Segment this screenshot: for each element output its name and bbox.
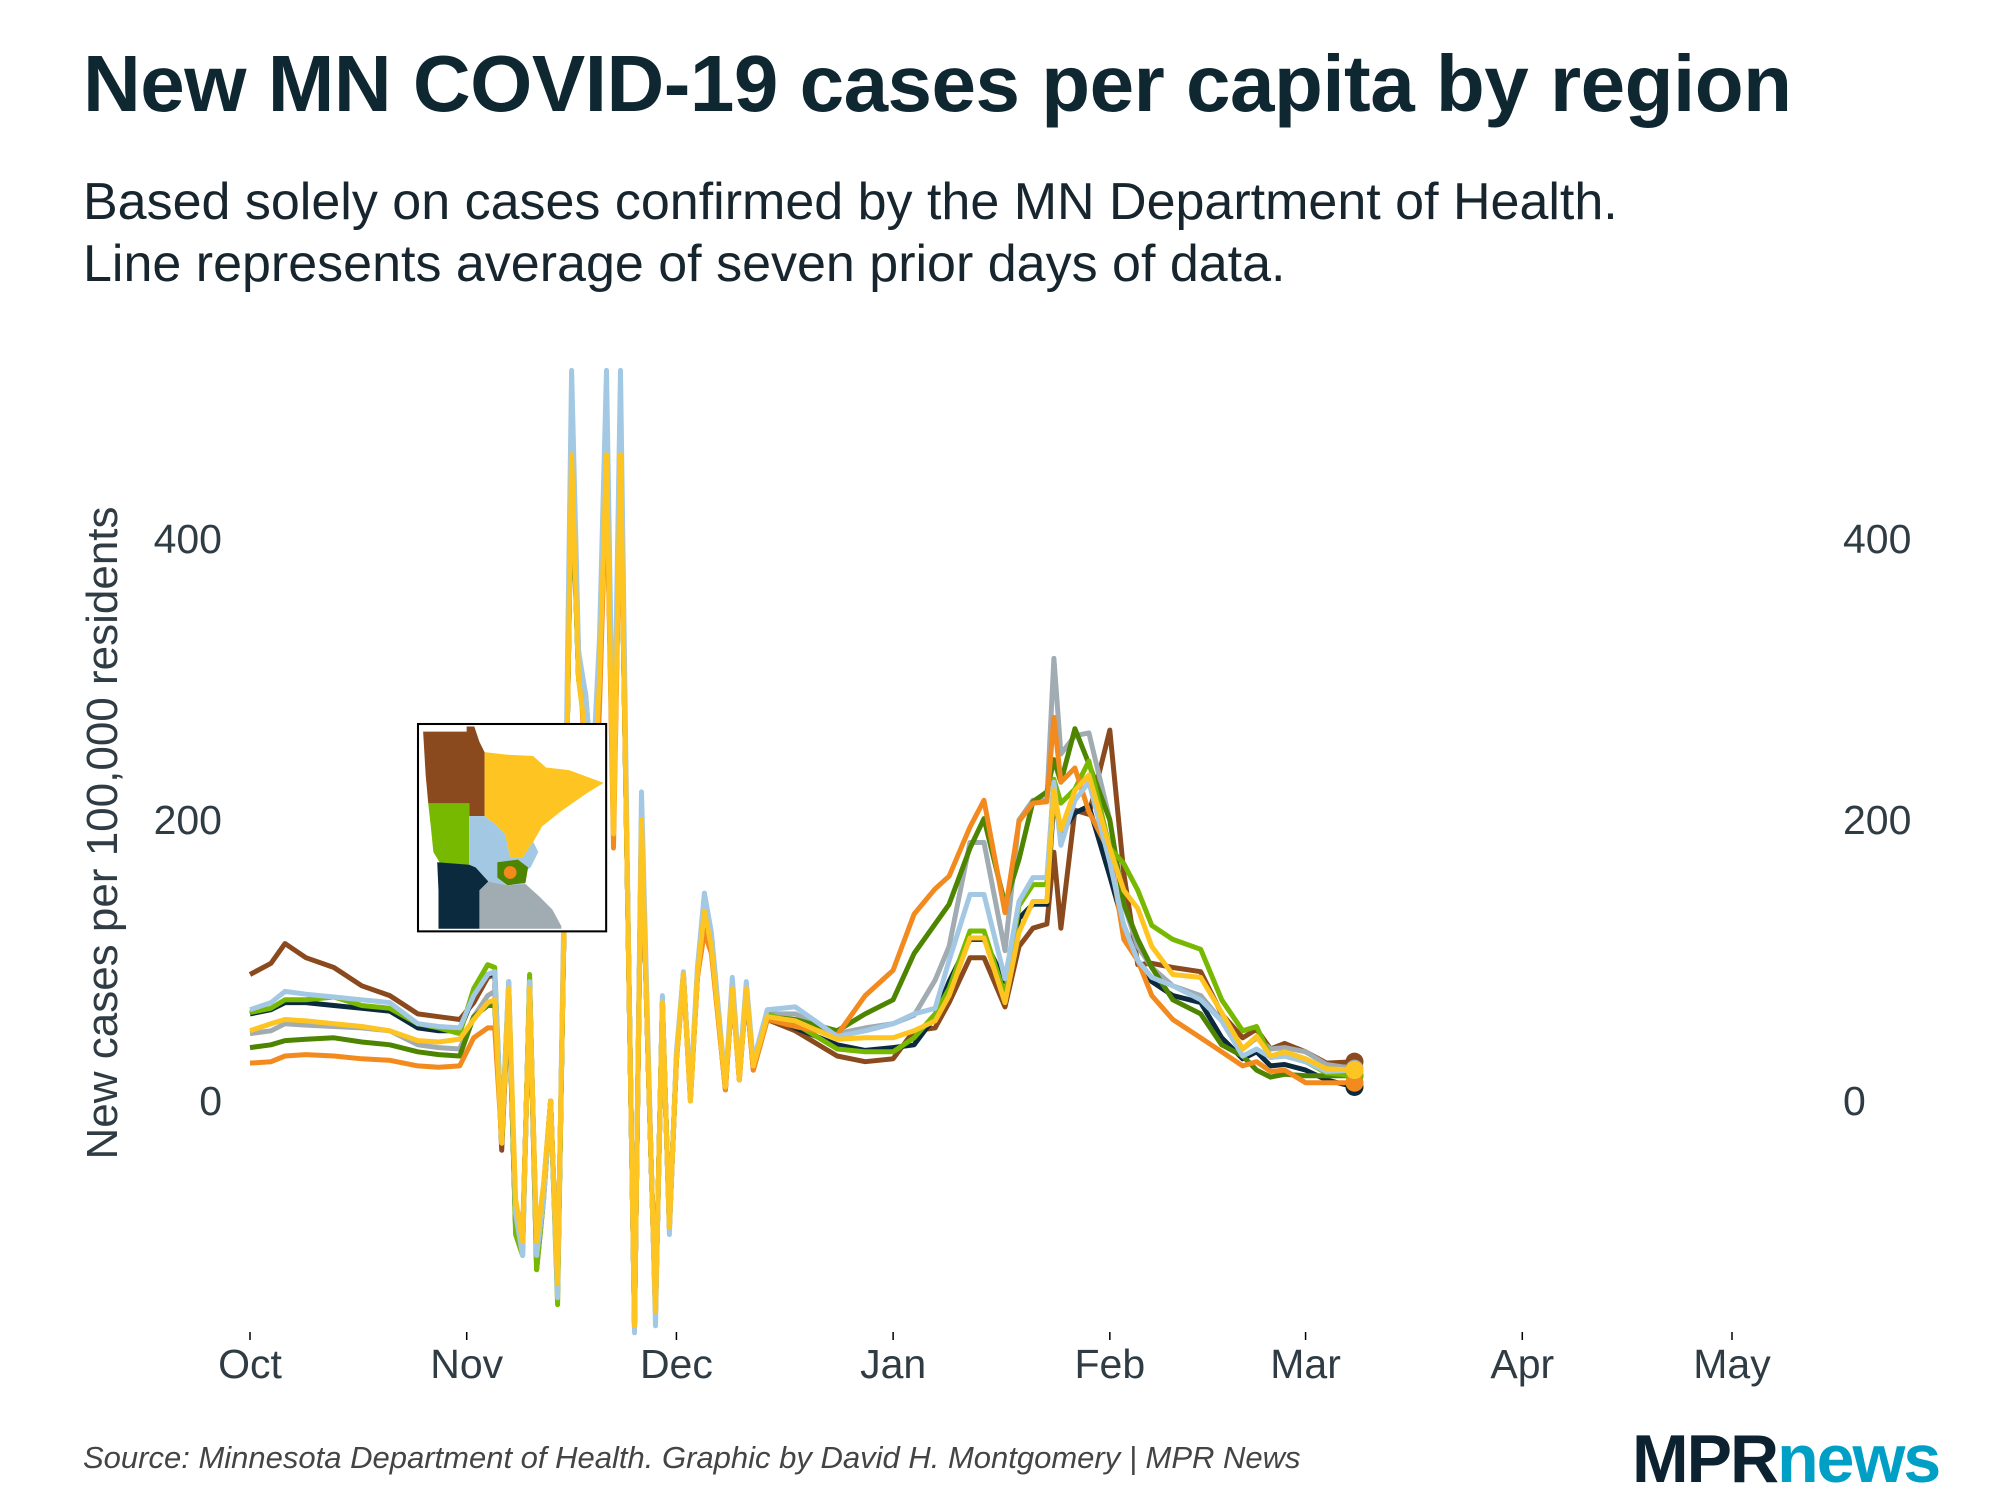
x-tick-label: Dec <box>640 1341 713 1387</box>
end-marker-metro-core <box>1345 1073 1364 1092</box>
x-tick-label: May <box>1693 1341 1771 1387</box>
map-region-southeast <box>479 881 562 929</box>
series-line-west-central <box>249 466 1355 1326</box>
y-tick-label-right: 0 <box>1843 1078 1866 1124</box>
y-tick-label-left: 0 <box>199 1078 222 1124</box>
series-line-northeast <box>249 452 1355 1329</box>
series-lines <box>248 367 1356 1336</box>
chart-title: New MN COVID-19 cases per capita by regi… <box>83 39 1792 128</box>
map-region-northeast <box>484 752 604 858</box>
x-tick-label: Nov <box>430 1341 503 1387</box>
source-credit: Source: Minnesota Department of Health. … <box>83 1440 1301 1475</box>
series-line-northwest <box>248 459 1355 1329</box>
series-line-metro-suburbs <box>249 459 1355 1329</box>
series-line-metro-core <box>249 466 1355 1329</box>
chart-subtitle-line-1: Based solely on cases confirmed by the M… <box>83 173 1618 231</box>
map-region-west-central <box>428 803 470 865</box>
chart-subtitle-line-2: Line represents average of seven prior d… <box>83 235 1286 293</box>
series-line-central <box>249 367 1355 1336</box>
map-region-northwest <box>423 726 485 817</box>
region-map-legend <box>416 722 608 933</box>
y-tick-label-right: 400 <box>1843 516 1911 562</box>
logo-mpr: MPR <box>1632 1421 1779 1497</box>
x-tick-label: Apr <box>1490 1341 1554 1387</box>
series-line-southeast <box>249 459 1355 1329</box>
axis-ticks: Oct Nov Dec Jan Feb Mar Apr May 0 0 200 200 400 400 <box>154 516 1912 1387</box>
y-tick-label-right: 200 <box>1843 797 1911 843</box>
end-marker-northeast <box>1345 1061 1364 1080</box>
x-tick-label: Mar <box>1270 1341 1341 1387</box>
map-region-metro-core <box>503 866 517 879</box>
series-line-southwest <box>249 459 1356 1329</box>
x-tick-label: Jan <box>860 1341 926 1387</box>
y-tick-label-left: 400 <box>154 516 222 562</box>
logo-news: news <box>1777 1421 1941 1497</box>
x-tick-label: Feb <box>1075 1341 1146 1387</box>
y-axis-label: New cases per 100,000 residents <box>78 506 127 1160</box>
y-tick-label-left: 200 <box>154 797 222 843</box>
mpr-news-logo: MPRnews <box>1632 1420 1941 1498</box>
end-markers <box>1345 1052 1364 1096</box>
x-tick-label: Oct <box>218 1341 282 1387</box>
map-region-southwest <box>437 862 489 929</box>
